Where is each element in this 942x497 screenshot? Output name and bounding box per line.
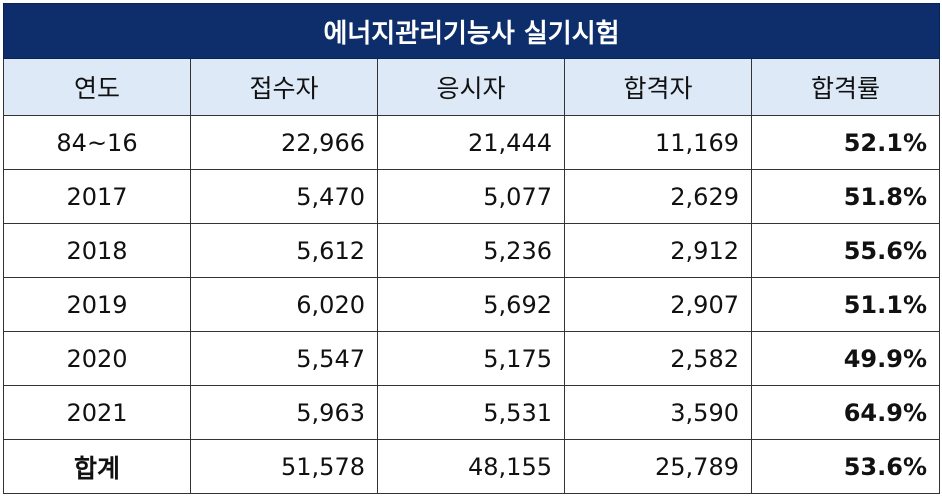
header-year: 연도 <box>3 58 191 116</box>
cell-examinees: 21,444 <box>377 115 565 170</box>
cell-pass-rate: 51.8% <box>751 169 940 224</box>
cell-applicants: 5,547 <box>190 331 378 386</box>
cell-total-applicants: 51,578 <box>190 439 378 494</box>
cell-passed: 2,912 <box>564 223 752 278</box>
cell-year: 2021 <box>3 385 191 440</box>
cell-pass-rate: 52.1% <box>751 115 940 170</box>
cell-year: 2020 <box>3 331 191 386</box>
cell-year: 2017 <box>3 169 191 224</box>
cell-passed: 2,907 <box>564 277 752 332</box>
cell-applicants: 5,470 <box>190 169 378 224</box>
cell-examinees: 5,692 <box>377 277 565 332</box>
cell-applicants: 22,966 <box>190 115 378 170</box>
table-title: 에너지관리기능사 실기시험 <box>3 3 940 59</box>
cell-passed: 2,629 <box>564 169 752 224</box>
cell-examinees: 5,531 <box>377 385 565 440</box>
table-row: 2021 5,963 5,531 3,590 64.9% <box>3 385 940 440</box>
cell-examinees: 5,236 <box>377 223 565 278</box>
cell-year: 84~16 <box>3 115 191 170</box>
cell-pass-rate: 49.9% <box>751 331 940 386</box>
cell-pass-rate: 55.6% <box>751 223 940 278</box>
cell-pass-rate: 64.9% <box>751 385 940 440</box>
total-row: 합계 51,578 48,155 25,789 53.6% <box>3 439 940 494</box>
exam-stats-table: 에너지관리기능사 실기시험 연도 접수자 응시자 합격자 합격률 84~16 2… <box>3 3 940 494</box>
header-examinees: 응시자 <box>377 58 565 116</box>
cell-passed: 2,582 <box>564 331 752 386</box>
cell-year: 2018 <box>3 223 191 278</box>
header-applicants: 접수자 <box>190 58 378 116</box>
exam-stats-table-container: 에너지관리기능사 실기시험 연도 접수자 응시자 합격자 합격률 84~16 2… <box>3 3 940 494</box>
table-row: 2019 6,020 5,692 2,907 51.1% <box>3 277 940 332</box>
table-row: 84~16 22,966 21,444 11,169 52.1% <box>3 115 940 170</box>
cell-examinees: 5,175 <box>377 331 565 386</box>
cell-passed: 3,590 <box>564 385 752 440</box>
cell-total-passed: 25,789 <box>564 439 752 494</box>
header-passed: 합격자 <box>564 58 752 116</box>
table-row: 2017 5,470 5,077 2,629 51.8% <box>3 169 940 224</box>
header-row: 연도 접수자 응시자 합격자 합격률 <box>3 58 940 116</box>
cell-applicants: 5,612 <box>190 223 378 278</box>
table-row: 2018 5,612 5,236 2,912 55.6% <box>3 223 940 278</box>
header-pass-rate: 합격률 <box>751 58 940 116</box>
cell-examinees: 5,077 <box>377 169 565 224</box>
title-row: 에너지관리기능사 실기시험 <box>3 3 940 59</box>
cell-passed: 11,169 <box>564 115 752 170</box>
cell-pass-rate: 51.1% <box>751 277 940 332</box>
cell-applicants: 5,963 <box>190 385 378 440</box>
cell-total-label: 합계 <box>3 439 191 494</box>
cell-total-examinees: 48,155 <box>377 439 565 494</box>
cell-total-pass-rate: 53.6% <box>751 439 940 494</box>
cell-year: 2019 <box>3 277 191 332</box>
table-row: 2020 5,547 5,175 2,582 49.9% <box>3 331 940 386</box>
cell-applicants: 6,020 <box>190 277 378 332</box>
